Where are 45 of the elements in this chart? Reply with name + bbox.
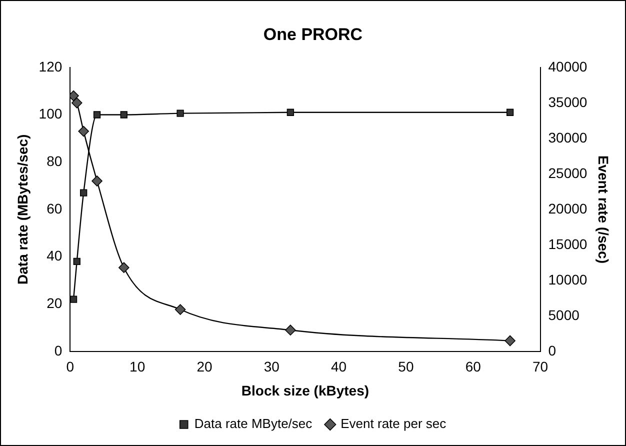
- x-tick-label: 40: [331, 358, 347, 375]
- point: [286, 108, 294, 116]
- y2-tick-label: 35000: [548, 94, 588, 110]
- y2-tick-label: 5000: [548, 306, 580, 323]
- y2-tick-label: 15000: [548, 236, 588, 252]
- y-tick-label: 40: [46, 248, 62, 264]
- point: [92, 176, 102, 186]
- point: [70, 296, 78, 303]
- y-tick-label: 100: [38, 106, 62, 122]
- legend-label: Event rate per sec: [340, 416, 447, 432]
- point: [506, 108, 514, 116]
- point: [93, 111, 101, 118]
- point: [176, 110, 184, 117]
- x-tick-label: 70: [532, 358, 548, 375]
- chart-title: One PRORC: [263, 24, 363, 44]
- point: [78, 126, 89, 137]
- x-tick-label: 30: [264, 358, 280, 375]
- y-tick-label: 120: [38, 58, 62, 74]
- x-tick-label: 60: [465, 358, 482, 375]
- y2-tick-label: 25000: [548, 164, 588, 181]
- y-axis-title: Data rate (MBytes/sec): [14, 134, 30, 284]
- point: [504, 335, 516, 346]
- y-tick-label: 80: [46, 152, 62, 169]
- y2-tick-label: 20000: [548, 200, 588, 216]
- y-tick-label: 20: [46, 294, 62, 311]
- legend-label: Data rate MByte/sec: [194, 416, 313, 432]
- y-tick-label: 0: [54, 342, 62, 358]
- y2-axis-title: Event rate (/sec): [596, 155, 612, 264]
- point: [118, 262, 130, 274]
- y2-tick-label: 40000: [548, 58, 588, 74]
- y2-tick-label: 0: [548, 342, 556, 358]
- x-tick-label: 50: [398, 358, 414, 375]
- x-tick-label: 20: [196, 358, 212, 375]
- point: [71, 98, 82, 108]
- x-tick-label: 10: [130, 358, 146, 375]
- y-tick-label: 60: [46, 200, 62, 216]
- point: [120, 111, 128, 118]
- x-tick-label: 0: [66, 358, 74, 375]
- y2-tick-label: 10000: [548, 271, 588, 288]
- point: [174, 304, 186, 315]
- point: [80, 189, 88, 196]
- point: [73, 258, 80, 266]
- y2-tick-label: 30000: [548, 129, 588, 146]
- x-axis-title: Block size (kBytes): [241, 382, 370, 398]
- point: [285, 324, 296, 336]
